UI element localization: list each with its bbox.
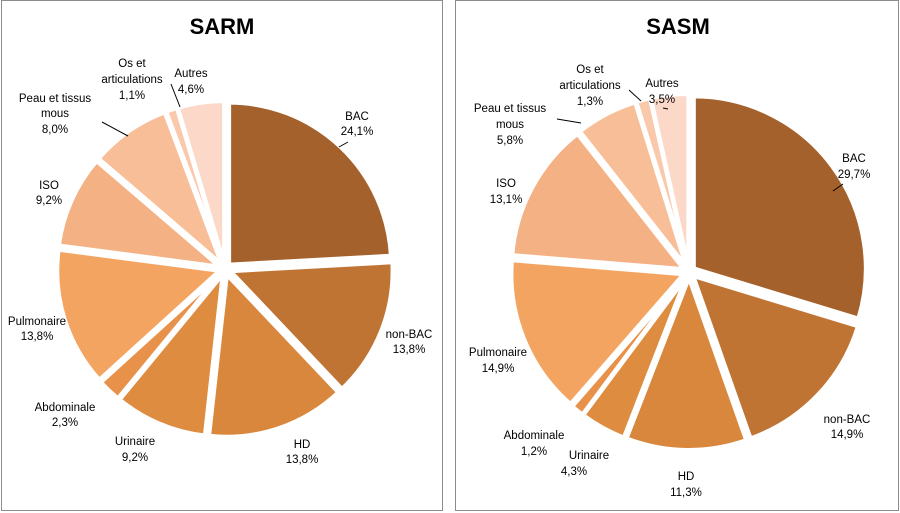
slice-value-peau-et-tissus-mous: 5,8% (497, 135, 523, 147)
slice-value-pulmonaire: 14,9% (482, 363, 515, 375)
pie-slice-abdominale (569, 275, 687, 418)
slice-value-abdominale: 2,3% (52, 417, 78, 429)
slice-value-iso: 9,2% (36, 195, 62, 207)
pie-slices (509, 92, 868, 452)
leader-line-bac (338, 141, 349, 148)
slice-label-hd: HD (294, 439, 311, 451)
slice-label-non-bac: non-BAC (386, 329, 433, 341)
slice-value-os-et-articulations: 1,3% (577, 96, 603, 108)
slice-label-autres: Autres (645, 78, 678, 90)
pie-slice-bac (691, 94, 868, 321)
slice-label-iso: ISO (496, 178, 516, 190)
slice-label-peau-et-tissus-mous-line-1: Peau et tissus (19, 93, 91, 105)
pie-slice-non-bac (226, 260, 395, 392)
pie-slice-hd (206, 270, 342, 439)
pie-chart-sarm: SARM BAC 24,1% non-BAC 13,8% HD 13,8% Urinaire… (8, 14, 432, 466)
data-labels: BAC 29,7% non-BAC 14,9% HD 11,3% Urinaire 4,3% A… (469, 64, 870, 499)
slice-value-autres: 4,6% (178, 84, 204, 96)
leader-line-os-et-articulations (170, 83, 181, 108)
slice-value-hd: 13,8% (286, 454, 319, 466)
slice-label-peau-et-tissus-mous-line-2: mous (41, 108, 69, 120)
leader-line-peau-et-tissus-mous (101, 121, 129, 137)
slice-value-non-bac: 13,8% (393, 344, 426, 356)
pie-slice-hd (624, 272, 749, 452)
pie-slice-urinaire (116, 268, 226, 438)
pie-slice-iso (510, 131, 689, 272)
slice-value-urinaire: 9,2% (122, 452, 148, 464)
data-labels: BAC 24,1% non-BAC 13,8% HD 13,8% Urinaire 9,2% A… (8, 58, 432, 466)
slice-label-hd: HD (678, 471, 695, 483)
slice-label-urinaire: Urinaire (115, 436, 155, 448)
pie-slice-pulmonaire (55, 247, 224, 383)
slice-label-abdominale: Abdominale (35, 402, 96, 414)
leader-line-bac (832, 183, 844, 192)
pie-slice-autres (648, 92, 691, 267)
slice-label-pulmonaire: Pulmonaire (8, 316, 66, 328)
slice-label-os-et-articulations-line-1: Os et (118, 58, 146, 70)
slice-value-peau-et-tissus-mous: 8,0% (42, 124, 68, 136)
slice-value-bac: 24,1% (341, 126, 374, 138)
slice-value-abdominale: 1,2% (521, 446, 547, 458)
slice-label-os-et-articulations-line-1: Os et (576, 64, 604, 76)
slice-label-non-bac: non-BAC (824, 414, 871, 426)
slice-label-iso: ISO (39, 180, 59, 192)
slice-label-bac: BAC (345, 111, 369, 123)
leader-lines (101, 83, 349, 148)
leader-lines (556, 89, 844, 192)
pie-chart-sasm: SASM BAC 29,7% non-BAC 14,9% HD 11,3% Urinaire… (469, 14, 870, 499)
pie-slice-pulmonaire (509, 258, 688, 407)
pie-slice-autres (175, 99, 227, 264)
chart-title: SARM (190, 14, 255, 39)
chart-title: SASM (646, 14, 710, 39)
slice-value-autres: 3,5% (649, 94, 675, 106)
pie-slice-iso (56, 158, 226, 270)
slice-label-peau-et-tissus-mous-line-1: Peau et tissus (474, 103, 546, 115)
slice-label-os-et-articulations-line-2: articulations (559, 80, 621, 92)
chart-panel-sasm: SASM BAC 29,7% non-BAC 14,9% HD 11,3% Urinaire… (455, 0, 899, 511)
slice-label-os-et-articulations-line-2: articulations (101, 74, 163, 86)
leader-line-peau-et-tissus-mous (556, 118, 582, 124)
pie-slice-bac (227, 100, 393, 267)
chart-panel-sarm: SARM BAC 24,1% non-BAC 13,8% HD 13,8% Urinaire… (1, 0, 443, 511)
slice-label-bac: BAC (842, 153, 866, 165)
pie-slice-abdominale (98, 271, 223, 402)
slice-label-peau-et-tissus-mous-line-2: mous (496, 119, 524, 131)
slice-value-iso: 13,1% (490, 194, 523, 206)
slice-label-autres: Autres (174, 68, 207, 80)
slice-value-pulmonaire: 13,8% (21, 331, 54, 343)
slice-label-pulmonaire: Pulmonaire (469, 347, 527, 359)
slice-value-hd: 11,3% (670, 487, 702, 499)
leader-line-autres (662, 107, 669, 110)
slice-value-non-bac: 14,9% (831, 429, 864, 441)
slice-value-bac: 29,7% (838, 169, 871, 181)
slice-value-urinaire: 4,3% (561, 466, 587, 478)
slice-label-abdominale: Abdominale (504, 430, 565, 442)
slice-label-urinaire: Urinaire (569, 450, 609, 462)
slice-value-os-et-articulations: 1,1% (119, 90, 145, 102)
leader-line-os-et-articulations (628, 89, 642, 102)
pie-slice-non-bac (690, 273, 861, 441)
pie-slices (55, 99, 395, 439)
